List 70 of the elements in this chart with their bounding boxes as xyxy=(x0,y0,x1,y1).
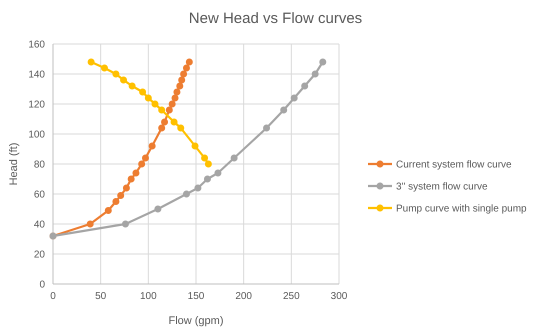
point xyxy=(117,192,124,199)
x-tick-label: 150 xyxy=(188,291,205,302)
point xyxy=(180,70,188,78)
point xyxy=(138,160,146,168)
x-tick-label: 50 xyxy=(95,291,107,302)
point xyxy=(182,64,190,72)
point xyxy=(201,154,208,162)
point xyxy=(186,58,193,66)
point xyxy=(263,124,270,132)
point xyxy=(173,88,180,96)
point xyxy=(290,94,298,102)
point xyxy=(152,100,159,108)
point xyxy=(132,170,140,176)
point xyxy=(128,176,135,182)
x-tick-label: 200 xyxy=(235,291,252,302)
legend-label: 3'' system flow curve xyxy=(396,182,488,192)
point xyxy=(177,124,184,132)
x-tick-label: 0 xyxy=(50,291,56,302)
point xyxy=(172,94,179,102)
y-tick-label: 60 xyxy=(34,190,46,200)
point xyxy=(86,220,94,228)
point xyxy=(168,100,176,108)
y-tick-label: 0 xyxy=(39,280,46,290)
point xyxy=(204,160,212,168)
point xyxy=(182,190,190,198)
point xyxy=(280,106,288,114)
point xyxy=(312,70,319,78)
y-tick-label: 160 xyxy=(28,40,46,50)
y-tick-label: 100 xyxy=(28,130,46,140)
x-tick-label: 300 xyxy=(330,291,348,302)
y-tick-label: 120 xyxy=(28,100,46,110)
point xyxy=(148,142,156,150)
point xyxy=(112,70,120,78)
point xyxy=(100,64,108,72)
point xyxy=(158,124,166,132)
point xyxy=(112,198,120,205)
legend-label: Pump curve with single pump xyxy=(396,204,528,214)
point xyxy=(194,184,202,192)
point xyxy=(104,207,112,214)
point xyxy=(319,58,326,66)
x-tick-label: 100 xyxy=(140,291,158,302)
y-tick-label: 140 xyxy=(28,70,46,80)
point xyxy=(120,76,128,84)
legend-label: Current system flow curve xyxy=(396,160,512,170)
point xyxy=(192,142,199,150)
y-tick-label: 40 xyxy=(34,220,46,230)
point xyxy=(214,170,222,176)
point xyxy=(154,206,162,212)
point xyxy=(128,82,136,90)
x-axis-title: Flow (gpm) xyxy=(168,315,224,327)
point xyxy=(176,82,184,90)
y-axis-title: Head (ft) xyxy=(8,142,20,186)
point xyxy=(230,154,238,162)
point xyxy=(142,154,149,162)
point xyxy=(166,106,173,114)
point xyxy=(301,82,308,90)
point xyxy=(139,88,146,96)
chart-title: New Head vs Flow curves xyxy=(188,10,362,27)
y-tick-label: 80 xyxy=(34,160,46,170)
point xyxy=(204,176,211,182)
point xyxy=(88,58,95,66)
point xyxy=(122,220,129,228)
point xyxy=(158,106,166,114)
y-tick-label: 20 xyxy=(34,250,46,260)
point xyxy=(161,118,168,126)
point xyxy=(122,184,130,192)
point xyxy=(144,94,152,102)
x-tick-label: 250 xyxy=(282,291,300,302)
point xyxy=(178,76,186,84)
point xyxy=(170,118,178,126)
